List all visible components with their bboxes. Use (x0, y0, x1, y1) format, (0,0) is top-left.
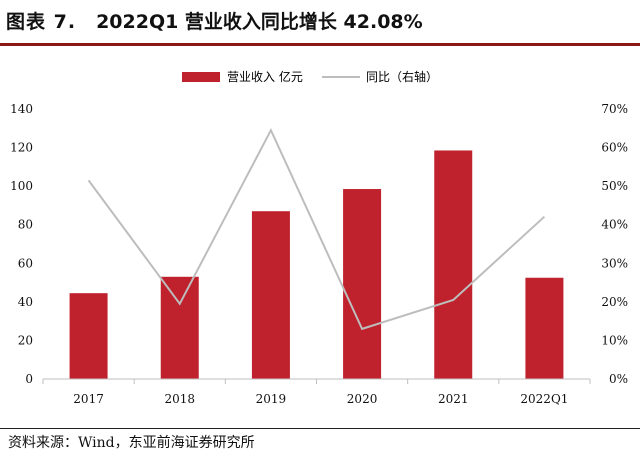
bar-series (69, 150, 564, 379)
left-axis-tick-label: 140 (10, 102, 33, 116)
left-axis-tick-label: 60 (18, 256, 33, 270)
right-axis-tick-label: 20% (601, 295, 628, 309)
footer-rule (0, 428, 640, 429)
x-tick-label: 2019 (256, 392, 287, 406)
x-tick-label: 2018 (164, 392, 195, 406)
bar (434, 150, 473, 379)
right-axis-tick-label: 60% (601, 141, 628, 155)
left-axis-tick-label: 120 (10, 141, 33, 155)
yoy-line (87, 127, 546, 331)
left-axis-tick-label: 100 (10, 179, 33, 193)
left-axis-tick-label: 20 (18, 333, 33, 347)
left-axis-tick-label: 0 (25, 372, 33, 386)
bar (160, 276, 199, 379)
right-axis-tick-label: 70% (601, 102, 628, 116)
legend-bar-label: 营业收入 亿元 (227, 69, 303, 84)
legend-line-label: 同比（右轴） (366, 69, 438, 84)
right-axis-tick-label: 50% (601, 179, 628, 193)
figure-title: 2022Q1 营业收入同比增长 42.08% (96, 10, 423, 33)
header-rule (0, 43, 640, 46)
source-label: 资料来源： (8, 435, 78, 451)
left-axis-ticks: 0 20 40 60 80 100 120 140 (10, 102, 33, 386)
right-axis-tick-label: 10% (601, 333, 628, 347)
left-axis-tick-label: 80 (18, 218, 33, 232)
x-axis-ticks: 2017 2018 2019 2020 2021 2022Q1 (42, 379, 591, 406)
combo-chart: 营业收入 亿元 同比（右轴） 0 20 40 60 80 100 120 140 0% 10% 2… (10, 69, 628, 406)
figure-header: 图表 7. 2022Q1 营业收入同比增长 42.08% (0, 0, 640, 40)
source-text: Wind，东亚前海证券研究所 (78, 435, 255, 451)
right-axis-ticks: 0% 10% 20% 30% 40% 50% 60% 70% (601, 102, 628, 386)
bar (525, 277, 564, 379)
line-series (87, 127, 546, 331)
bar (343, 189, 382, 379)
left-axis-tick-label: 40 (18, 295, 33, 309)
figure-label: 图表 7. (6, 10, 77, 33)
bar (69, 293, 108, 379)
legend: 营业收入 亿元 同比（右轴） (182, 69, 438, 84)
legend-bar-swatch (182, 72, 220, 82)
x-tick-label: 2021 (438, 392, 469, 406)
right-axis-tick-label: 0% (609, 372, 628, 386)
bar (251, 211, 290, 379)
right-axis-tick-label: 30% (601, 256, 628, 270)
right-axis-tick-label: 40% (601, 218, 628, 232)
x-tick-label: 2022Q1 (520, 392, 568, 406)
x-tick-label: 2017 (73, 392, 104, 406)
x-tick-label: 2020 (347, 392, 378, 406)
source-note: 资料来源：Wind，东亚前海证券研究所 (8, 432, 255, 452)
